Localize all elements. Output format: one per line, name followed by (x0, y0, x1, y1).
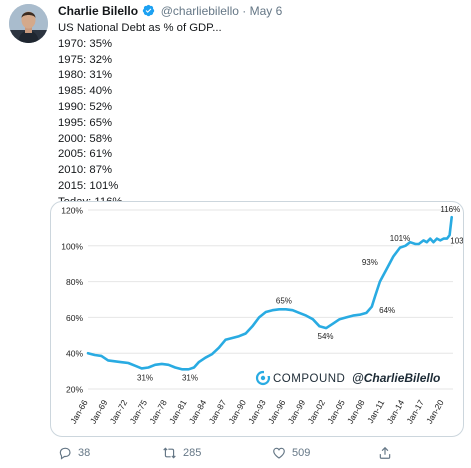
data-label: 31% (137, 373, 153, 382)
x-tick-label: Jan-90 (226, 398, 248, 426)
y-tick-label: 20% (66, 385, 83, 395)
data-label: 54% (318, 332, 334, 341)
x-tick-label: Jan-72 (108, 398, 130, 426)
author-handle[interactable]: @charliebilello (160, 4, 239, 18)
tweet-line: 1985: 40% (58, 85, 113, 98)
tweet-line: 1970: 35% (58, 37, 113, 50)
x-tick-label: Jan-20 (424, 398, 446, 426)
share-icon (379, 446, 391, 459)
chart-annotations: 31% 31% 65% 54% 64% 93% 101% 103% 116% (137, 205, 463, 382)
retweet-count: 285 (183, 447, 202, 459)
y-tick-label: 60% (66, 313, 83, 323)
x-tick-label: Jan-87 (207, 398, 229, 426)
avatar-image (9, 4, 48, 43)
chart-series (86, 215, 453, 371)
avatar[interactable] (9, 4, 48, 43)
y-tick-label: 100% (61, 241, 83, 251)
like-count: 509 (292, 447, 311, 459)
x-axis-labels: Jan-66Jan-69Jan-72Jan-75Jan-78Jan-81Jan-… (68, 398, 446, 426)
reply-count: 38 (78, 447, 91, 459)
author-name[interactable]: Charlie Bilello (58, 4, 139, 18)
x-tick-label: Jan-75 (127, 398, 149, 426)
tweet-line: 1990: 52% (58, 100, 113, 113)
tweet-line: 2010: 87% (58, 164, 113, 177)
tweet-line: 1995: 65% (58, 116, 113, 129)
x-tick-label: Jan-96 (266, 398, 288, 426)
x-tick-label: Jan-05 (325, 398, 347, 426)
y-tick-label: 40% (66, 349, 83, 359)
x-tick-label: Jan-17 (404, 398, 426, 426)
x-tick-label: Jan-66 (68, 398, 90, 426)
reply-button[interactable]: 38 (58, 443, 90, 463)
data-label: 101% (390, 234, 410, 243)
x-tick-label: Jan-02 (305, 398, 327, 426)
y-tick-label: 120% (61, 206, 83, 216)
debt-chart: 20%40%60%80%100%120% Jan-66Jan-69Jan-72J… (61, 205, 463, 426)
debt-line (86, 215, 453, 371)
like-button[interactable]: 509 (272, 443, 310, 463)
watermark-handle: @CharlieBilello (352, 371, 440, 385)
x-tick-label: Jan-69 (88, 398, 110, 426)
separator-dot: · (242, 4, 247, 18)
data-label: 103% (450, 236, 463, 245)
tweet-line: 1980: 31% (58, 69, 113, 82)
tweet-actions: 38 285 509 (0, 443, 471, 463)
x-tick-label: Jan-84 (187, 398, 209, 426)
tweet-line: 2015: 101% (58, 179, 119, 192)
tweet-date[interactable]: May 6 (249, 4, 283, 18)
x-tick-label: Jan-81 (167, 398, 189, 426)
data-label: 64% (379, 306, 395, 315)
data-label: 65% (276, 296, 292, 305)
share-button[interactable] (378, 443, 398, 463)
reply-icon (59, 447, 71, 460)
verified-badge-icon (142, 4, 155, 20)
compound-logo-icon (255, 370, 271, 386)
tweet-header: Charlie Bilello @charliebilello · May 6 (58, 4, 282, 20)
x-tick-label: Jan-99 (286, 398, 308, 426)
tweet-line: 2000: 58% (58, 132, 113, 145)
y-tick-label: 80% (66, 277, 83, 287)
watermark-brand: COMPOUND (273, 373, 345, 385)
tweet-text: US National Debt as % of GDP... 1970: 35… (58, 21, 222, 211)
x-tick-label: Jan-08 (345, 398, 367, 426)
data-label: 31% (182, 373, 198, 382)
retweet-button[interactable]: 285 (162, 443, 201, 463)
tweet-line: 2005: 61% (58, 148, 113, 161)
data-label: 93% (362, 258, 378, 267)
x-tick-label: Jan-14 (385, 398, 407, 426)
retweet-icon (163, 447, 176, 459)
data-label: 116% (440, 205, 460, 214)
compound-watermark: COMPOUND @CharlieBilello (255, 370, 440, 386)
tweet-media-chart[interactable]: 20% 40% 60% 80% 100% 120% Jan-66 Jan-69 Jan-72 J… (50, 201, 464, 437)
x-tick-label: Jan-93 (246, 398, 268, 426)
y-axis-labels: 20% 40% 60% 80% 100% 120% (61, 206, 83, 395)
chart-grid (88, 209, 453, 390)
like-icon (273, 447, 285, 459)
x-tick-label: Jan-78 (147, 398, 169, 426)
tweet-line: US National Debt as % of GDP... (58, 22, 222, 34)
tweet-line: 1975: 32% (58, 53, 113, 66)
